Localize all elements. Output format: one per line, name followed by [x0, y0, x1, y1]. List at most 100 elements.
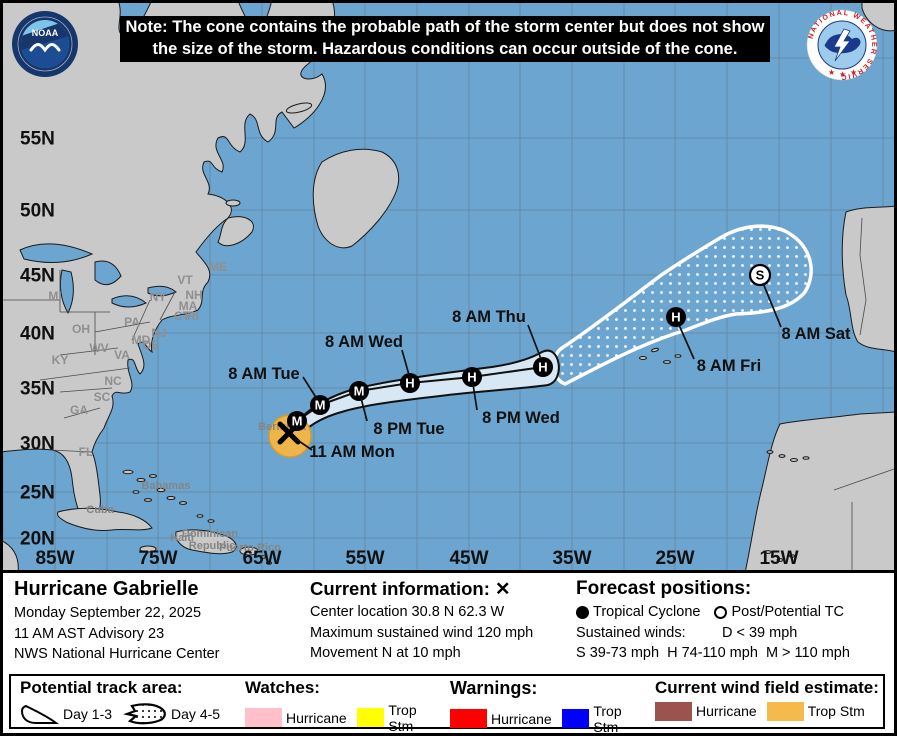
forecast-positions-title: Forecast positions: — [576, 578, 752, 599]
watch-swatch — [356, 708, 385, 728]
forecast-point-M — [349, 381, 369, 401]
center-location: Center location 30.8 N 62.3 W — [310, 604, 505, 620]
state-label: RI — [187, 309, 199, 323]
state-label: DE — [143, 338, 160, 352]
warnings-legend: Warnings: Hurricane Trop Stm — [441, 676, 646, 735]
advisory-number: 11 AM AST Advisory 23 — [14, 625, 165, 642]
marker-letter: H — [405, 376, 414, 391]
latitude-label: 50N — [20, 201, 55, 222]
windfield-swatch — [766, 701, 804, 721]
windfield-label: Hurricane — [696, 703, 757, 720]
marker-letter: H — [671, 310, 680, 325]
time-label-leader — [292, 436, 313, 451]
state-label: MA — [179, 299, 198, 313]
forecast-point-H — [533, 357, 553, 377]
nova-scotia — [217, 216, 254, 247]
longitude-label: 65W — [242, 548, 281, 569]
day45-cone-icon — [123, 702, 166, 725]
tropical-cyclone-icon — [576, 605, 589, 619]
cape-verde — [764, 550, 795, 562]
noaa-logo: NOAA — [12, 11, 78, 77]
latitude-label: 40N — [20, 324, 55, 345]
day13-cone-icon — [20, 704, 59, 724]
windfield-item: Trop Stm — [766, 701, 865, 721]
movement: Movement N at 10 mph — [310, 645, 461, 662]
time-label-leader — [401, 349, 410, 376]
state-label: MD — [132, 333, 151, 347]
state-label: WV — [89, 341, 108, 355]
forecast-point-H — [666, 307, 686, 327]
state-label: NY — [150, 290, 167, 304]
watch-label: Trop Stm — [388, 701, 417, 734]
post-potential-tc-icon — [714, 605, 728, 619]
info-panel: Hurricane Gabrielle Monday September 22,… — [0, 570, 897, 675]
day13-legend-item: Day 1-3 — [20, 702, 112, 726]
africa — [744, 411, 897, 573]
svg-text:★: ★ — [839, 70, 846, 79]
anticosti-island — [285, 102, 313, 114]
wind-classes-row: S 39-73 mph H 74-110 mph M > 110 mph — [576, 645, 850, 662]
cuba — [57, 507, 153, 531]
warning-label: Hurricane — [491, 710, 552, 727]
watches-title: Watches: — [245, 678, 320, 697]
state-label: PA — [124, 315, 140, 329]
watch-item: Trop Stm — [356, 701, 431, 734]
north-america — [0, 0, 336, 525]
state-label: VA — [114, 348, 130, 362]
marker-letter: S — [756, 268, 765, 283]
cone-day1-3 — [289, 349, 560, 442]
canary-islands — [766, 450, 810, 462]
jamaica — [139, 545, 157, 553]
time-label: 8 PM Wed — [482, 409, 560, 427]
forecast-point-M — [287, 411, 307, 431]
marker-letter: M — [315, 398, 326, 413]
place-label: Bahamas — [142, 480, 191, 492]
position-symbols-row: Tropical Cyclone Post/Potential TC — [576, 602, 889, 623]
yucatan-corner — [0, 539, 19, 573]
state-label: CT — [174, 309, 191, 323]
windfield-swatch — [655, 701, 692, 721]
iberia — [841, 205, 897, 353]
state-label: MI — [48, 289, 61, 303]
svg-text:★: ★ — [828, 68, 835, 77]
warning-item: Hurricane — [450, 709, 552, 729]
warning-swatch — [561, 709, 590, 729]
state-label: KY — [52, 353, 69, 367]
cone-note-banner: Note: The cone contains the probable pat… — [120, 16, 770, 62]
watches-legend: Watches: Hurricane Trop Stm — [236, 676, 441, 734]
watch-label: Hurricane — [286, 709, 347, 726]
time-label-leader — [472, 383, 478, 411]
latitude-label: 55N — [20, 129, 55, 150]
great-lakes — [19, 243, 177, 315]
longitude-label: 35W — [552, 548, 591, 569]
latitude-label: 20N — [20, 529, 55, 550]
place-label: Haiti — [170, 532, 194, 544]
nws-stars: ★ ★ ★ — [828, 68, 857, 79]
state-label: NC — [104, 374, 122, 388]
newfoundland — [312, 148, 400, 249]
longitude-label: 15W — [759, 548, 798, 569]
wind-class-d: D < 39 mph — [722, 624, 798, 641]
puerto-rico — [239, 546, 259, 556]
potential-track-legend: Potential track area: Day 1-3 Day 4 — [11, 676, 236, 727]
forecast-point-post-tc — [748, 263, 772, 287]
time-labels: 11 AM Mon 8 AM Tue 8 PM Tue 8 AM Wed 8 PM We… — [228, 282, 851, 461]
latitude-label: 45N — [20, 266, 55, 287]
place-label: Cuba — [86, 504, 114, 516]
cone-day4-5 — [552, 224, 813, 386]
longitude-label: 85W — [35, 548, 74, 569]
warning-swatch — [450, 709, 487, 729]
time-label: 8 AM Wed — [325, 333, 403, 351]
hispaniola — [175, 529, 237, 555]
windfield-label: Trop Stm — [807, 703, 865, 720]
latitude-label: 35N — [20, 379, 55, 400]
time-label: 11 AM Mon — [309, 443, 395, 461]
landmasses — [0, 0, 897, 573]
max-wind: Maximum sustained wind 120 mph — [310, 624, 534, 641]
watch-swatch — [245, 708, 282, 728]
time-label: 8 AM Thu — [452, 308, 526, 326]
time-label-leader — [762, 282, 782, 328]
